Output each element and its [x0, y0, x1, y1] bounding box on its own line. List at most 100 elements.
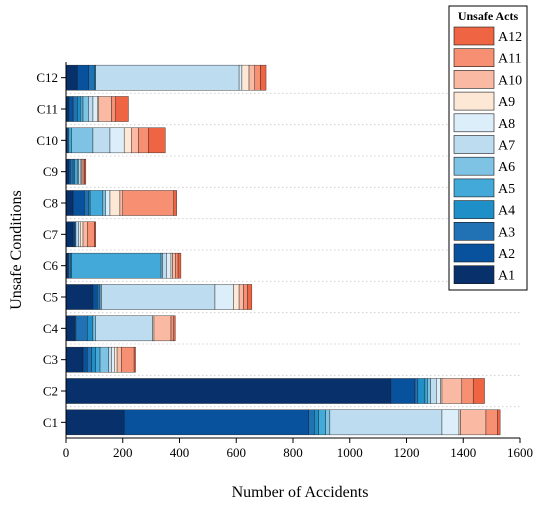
- legend-label-a10: A10: [498, 73, 522, 88]
- x-tick-label: 1200: [394, 445, 420, 460]
- bar-segment-c1-a4: [314, 409, 319, 436]
- bar-segment-c7-a1: [65, 221, 74, 248]
- bar-segment-c2-a2: [390, 378, 416, 404]
- bar-segment-c5-a12: [247, 284, 253, 310]
- bar-segment-c5-a7: [101, 284, 216, 310]
- bar-segment-c12-a11: [254, 64, 261, 91]
- bar-segment-c11-a11: [111, 96, 116, 122]
- bar-segment-c12-a9: [241, 64, 250, 91]
- bar-segment-c2-a7: [430, 378, 437, 404]
- bar-segment-c6-a4: [70, 252, 72, 279]
- category-label-c3: C3: [43, 352, 58, 367]
- bar-segment-c1-a12: [497, 409, 501, 436]
- category-label-c1: C1: [43, 415, 58, 430]
- bar-segment-c12-a12: [260, 64, 267, 91]
- bar-segment-c3-a8: [111, 346, 115, 373]
- legend-items: A12 A11 A10 A9 A8 A7 A6 A5 A4 A3 A2 A1: [453, 26, 522, 285]
- bar-segment-c8-a12: [173, 190, 177, 216]
- bar-segment-c11-a4: [77, 96, 81, 122]
- category-label-c9: C9: [43, 164, 58, 179]
- bar-segment-c7-a11: [87, 221, 95, 248]
- bar-segment-c3-a9: [114, 346, 118, 373]
- bar-segment-c2-a5: [424, 378, 428, 404]
- bar-segment-c12-a4: [94, 64, 96, 91]
- bar-segment-c9-a6: [77, 158, 79, 185]
- x-tick-label: 200: [113, 445, 133, 460]
- category-label-c8: C8: [43, 196, 58, 211]
- bar-segment-c5-a11: [243, 284, 248, 310]
- bar-segment-c5-a1: [65, 284, 94, 310]
- bar-segment-c7-a12: [94, 221, 96, 248]
- legend-label-a11: A11: [498, 52, 522, 67]
- bar-segment-c3-a3: [87, 346, 92, 373]
- bar-segment-c3-a11: [121, 346, 135, 373]
- bar-segment-c12-a8: [238, 64, 243, 91]
- legend-label-a2: A2: [498, 247, 515, 262]
- bar-segment-c8-a1: [65, 190, 74, 216]
- bar-segment-c12-a3: [88, 64, 95, 91]
- bar-segment-c3-a10: [116, 346, 122, 373]
- legend-label-a4: A4: [498, 204, 515, 219]
- bar-segment-c1-a10: [460, 409, 487, 436]
- category-label-c5: C5: [43, 290, 58, 305]
- bar-segment-c12-a10: [248, 64, 255, 91]
- bar-segment-c4-a11: [170, 315, 175, 342]
- bar-segment-c10-a11: [138, 127, 149, 154]
- bar-segment-c1-a8: [441, 409, 460, 436]
- bar-segment-c5-a6: [99, 284, 102, 310]
- x-tick-label: 400: [170, 445, 190, 460]
- legend-title: Unsafe Acts: [458, 9, 519, 23]
- category-label-c7: C7: [43, 227, 59, 242]
- bar-segment-c4-a4: [87, 315, 94, 342]
- bar-segment-c9-a8: [79, 158, 82, 185]
- legend-label-a12: A12: [498, 30, 522, 45]
- bar-segment-c5-a8: [214, 284, 234, 310]
- bar-segment-c9-a11: [82, 158, 85, 185]
- bar-segment-c5-a3: [97, 284, 101, 310]
- bar-segment-c8-a3: [84, 190, 89, 216]
- x-tick-label: 1000: [337, 445, 363, 460]
- bar-segment-c1-a3: [308, 409, 315, 436]
- category-label-c4: C4: [43, 321, 59, 336]
- bar-segment-c4-a9: [152, 315, 155, 342]
- legend-label-a7: A7: [498, 139, 515, 154]
- bar-segment-c3-a12: [133, 346, 136, 373]
- bar-segment-c6-a11: [175, 252, 179, 279]
- bar-segment-c3-a1: [65, 346, 84, 373]
- bar-segment-c10-a3: [67, 127, 70, 154]
- bar-segment-c11-a12: [115, 96, 129, 122]
- legend-swatch-a11: [453, 48, 495, 68]
- bar-segment-c1-a7: [329, 409, 443, 436]
- bar-segment-c9-a5: [74, 158, 78, 185]
- bar-segment-c6-a7: [162, 252, 167, 279]
- legend-label-a3: A3: [498, 225, 515, 240]
- bar-segment-c2-a8: [436, 378, 441, 404]
- x-ticks: 0 200 400 600 800 1000 1200 1400 1600: [63, 438, 533, 460]
- bar-segment-c2-a6: [427, 378, 431, 404]
- bar-segment-c8-a9: [109, 190, 121, 216]
- bar-segment-c2-a9: [440, 378, 443, 404]
- bar-segment-c10-a10: [131, 127, 139, 154]
- category-label-c10: C10: [36, 133, 58, 148]
- legend-label-a1: A1: [498, 269, 515, 284]
- bar-segment-c7-a2: [72, 221, 75, 248]
- bar-segment-c6-a5: [71, 252, 162, 279]
- bar-segment-c1-a5: [318, 409, 326, 436]
- legend-swatch-a3: [453, 222, 495, 241]
- legend-swatch-a5: [453, 178, 495, 198]
- bar-segment-c6-a3: [68, 252, 71, 279]
- bar-segment-c4-a7: [95, 315, 153, 342]
- bar-segment-c3-a4: [91, 346, 96, 373]
- bar-segment-c11-a5: [79, 96, 84, 122]
- bar-segment-c10-a12: [148, 127, 166, 154]
- bar-segment-c9-a12: [84, 158, 87, 185]
- bars: [65, 64, 501, 436]
- legend-swatch-a1: [453, 265, 495, 285]
- bar-segment-c10-a9: [123, 127, 132, 154]
- bar-segment-c8-a11: [122, 190, 175, 216]
- legend-label-a6: A6: [498, 160, 515, 175]
- bar-segment-c4-a12: [173, 315, 176, 342]
- bar-segment-c1-a2: [123, 409, 309, 436]
- bar-segment-c9-a4: [72, 158, 75, 185]
- bar-segment-c11-a9: [97, 96, 99, 122]
